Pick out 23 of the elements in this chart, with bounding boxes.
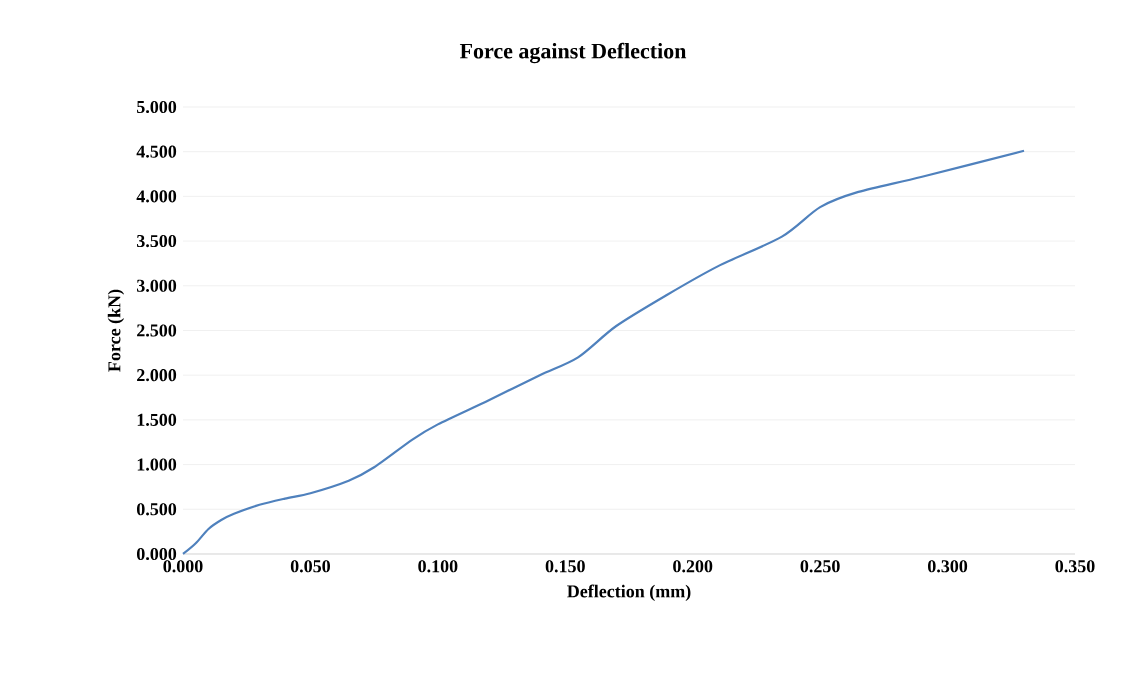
y-tick-label: 5.000 [137,100,177,114]
x-axis-title: Deflection (mm) [567,584,691,602]
x-tick-label: 0.050 [290,560,330,573]
x-tick-label: 0.000 [163,560,203,573]
y-tick-label: 4.000 [136,190,177,203]
y-tick-label: 1.000 [137,458,177,471]
y-tick-label: 2.000 [137,369,177,382]
x-tick-label: 0.300 [928,560,968,573]
x-tick-label: 0.150 [545,560,585,573]
x-tick-label: 0.250 [800,560,840,573]
line-series [181,149,1026,556]
y-tick-label: 3.000 [136,279,177,292]
y-tick-label: 2.500 [137,324,177,337]
y-tick-label: 0.000 [137,547,177,561]
chart-title: Force against Deflection [459,42,687,64]
y-tick-label: 0.500 [137,503,177,516]
y-tick-label: 1.500 [137,413,177,426]
y-axis-title: Force (kN) [107,289,125,372]
x-tick-label: 0.350 [1055,560,1095,573]
y-tick-label: 4.500 [136,145,177,158]
x-tick-label: 0.200 [673,560,713,573]
y-tick-label: 3.500 [136,234,177,248]
x-tick-label: 0.100 [418,560,458,573]
